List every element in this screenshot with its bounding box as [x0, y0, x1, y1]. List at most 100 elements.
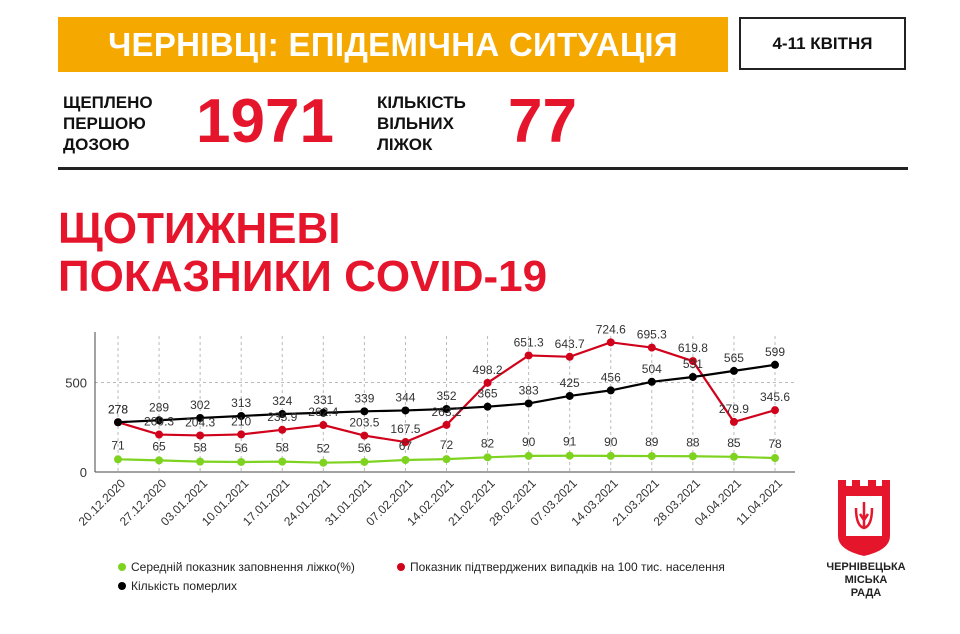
data-label: 278: [108, 402, 128, 416]
data-point: [688, 357, 697, 366]
data-point: [155, 430, 164, 439]
date-range-badge: 4-11 КВІТНЯ: [739, 17, 906, 70]
legend-label: Показник підтверджених випадків на 100 т…: [410, 560, 725, 574]
data-label: 344: [395, 390, 415, 404]
data-point: [647, 452, 656, 461]
data-point: [319, 421, 328, 430]
data-label: 209.3: [144, 415, 174, 429]
free-beds-label-line: ВІЛЬНИХ: [377, 114, 454, 133]
data-point: [237, 457, 246, 466]
data-label: 279.9: [719, 402, 749, 416]
data-label: 425: [560, 376, 580, 390]
data-label: 91: [563, 435, 577, 449]
data-label: 531: [683, 357, 703, 371]
data-point: [401, 438, 410, 447]
data-label: 210: [231, 414, 251, 428]
data-label: 88: [686, 435, 700, 449]
data-label: 643.7: [555, 337, 585, 351]
data-label: 89: [645, 435, 659, 449]
data-point: [565, 391, 574, 400]
y-tick-label: 0: [80, 465, 87, 480]
legend-marker-icon: [118, 582, 126, 590]
city-council-name: ЧЕРНІВЕЦЬКА МІСЬКА РАДА: [806, 561, 926, 600]
free-beds-label-line: ЛІЖОК: [377, 135, 433, 154]
free-beds-label: КІЛЬКІСТЬ ВІЛЬНИХ ЛІЖОК: [377, 92, 466, 155]
city-council-name-line: ЧЕРНІВЕЦЬКА: [826, 561, 906, 573]
legend-label: Середній показник заповнення ліжко(%): [131, 560, 355, 574]
data-label: 456: [601, 370, 621, 384]
data-label: 498.2: [473, 363, 503, 377]
data-point: [606, 451, 615, 460]
data-point: [688, 372, 697, 381]
page-title: ЧЕРНІВЦІ: ЕПІДЕМІЧНА СИТУАЦІЯ: [108, 26, 678, 63]
data-point: [401, 456, 410, 465]
data-label: 56: [235, 441, 249, 455]
legend-marker-icon: [397, 563, 405, 571]
data-label: 302: [190, 398, 210, 412]
data-point: [524, 399, 533, 408]
data-label: 90: [604, 435, 618, 449]
data-label: 78: [768, 437, 782, 451]
city-council-logo-icon: [838, 480, 890, 556]
data-point: [483, 453, 492, 462]
section-heading-line: ЩОТИЖНЕВІ: [58, 204, 341, 253]
data-label: 345.6: [760, 390, 790, 404]
data-point: [729, 417, 738, 426]
city-council-name-line: РАДА: [850, 587, 882, 599]
data-point: [196, 413, 205, 422]
data-point: [771, 454, 779, 463]
data-label: 203.5: [349, 416, 379, 430]
data-label: 82: [481, 436, 495, 450]
data-point: [565, 352, 574, 361]
data-point: [442, 405, 451, 414]
data-label: 331: [313, 393, 333, 407]
data-point: [319, 408, 328, 417]
data-point: [155, 416, 164, 425]
data-point: [688, 452, 697, 461]
section-heading-line: ПОКАЗНИКИ COVID-19: [58, 252, 548, 301]
data-label: 599: [765, 345, 785, 359]
data-point: [278, 457, 287, 466]
data-label: 724.6: [596, 322, 626, 336]
data-point: [360, 407, 369, 416]
city-council-name-line: МІСЬКА: [844, 574, 888, 586]
section-heading: ЩОТИЖНЕВІ ПОКАЗНИКИ COVID-19: [58, 205, 547, 301]
data-point: [237, 430, 246, 439]
free-beds-value: 77: [508, 87, 577, 156]
legend-item-cases: Показник підтверджених випадків на 100 т…: [397, 560, 725, 574]
data-point: [401, 406, 410, 415]
data-point: [196, 457, 205, 466]
data-label: 167.5: [390, 422, 420, 436]
legend-item-bed-occupancy: Середній показник заповнення ліжко(%): [118, 560, 355, 574]
data-point: [729, 366, 738, 375]
legend-item-deaths: Кількість померлих: [118, 579, 237, 593]
data-point: [360, 457, 369, 466]
data-label: 204.3: [185, 415, 215, 429]
data-point: [729, 452, 738, 461]
data-label: 651.3: [514, 335, 544, 349]
data-label: 58: [193, 441, 207, 455]
data-point: [196, 431, 205, 440]
data-label: 262.4: [308, 405, 338, 419]
vaccinated-label: ЩЕПЛЕНО ПЕРШОЮ ДОЗОЮ: [63, 92, 153, 155]
legend-label: Кількість померлих: [131, 579, 237, 593]
data-point: [565, 451, 574, 460]
data-point: [606, 386, 615, 395]
title-banner: ЧЕРНІВЦІ: ЕПІДЕМІЧНА СИТУАЦІЯ: [58, 17, 728, 72]
data-label: 58: [276, 441, 290, 455]
data-label: 504: [642, 362, 662, 376]
data-point: [483, 402, 492, 411]
data-label: 565: [724, 351, 744, 365]
data-label: 85: [727, 436, 741, 450]
data-point: [524, 351, 533, 360]
data-label: 263.2: [431, 405, 461, 419]
data-point: [524, 451, 533, 460]
data-label: 278: [108, 402, 128, 416]
data-label: 352: [436, 389, 456, 403]
data-point: [606, 338, 615, 347]
data-point: [237, 411, 246, 420]
data-label: 52: [317, 442, 331, 456]
free-beds-label-line: КІЛЬКІСТЬ: [377, 93, 466, 112]
data-point: [278, 410, 287, 419]
